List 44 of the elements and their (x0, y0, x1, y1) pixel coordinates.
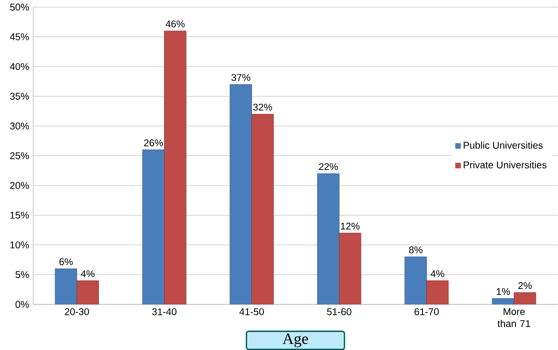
bar (76, 280, 99, 304)
y-tick-label: 0% (16, 300, 29, 308)
y-tick-label: 15% (10, 212, 29, 219)
bar (164, 30, 186, 304)
x-tick-label: 20-30 (64, 308, 90, 316)
data-label: 1% (496, 288, 510, 295)
x-tick-label: 51-60 (327, 308, 352, 316)
data-label: 37% (231, 74, 250, 81)
data-label: 6% (59, 258, 73, 266)
data-label: 32% (253, 104, 272, 111)
y-tick-label: 45% (10, 33, 29, 40)
bar (142, 150, 165, 304)
data-label: 12% (341, 222, 360, 230)
bar (338, 232, 362, 304)
x-tick-label: 41-50 (239, 308, 264, 316)
x-tick-label: 31-40 (152, 308, 176, 316)
data-label: 4% (430, 270, 444, 278)
bar (514, 292, 536, 304)
data-label: 26% (144, 139, 163, 146)
y-tick-label: 35% (10, 92, 29, 100)
bar (492, 298, 514, 304)
bar (54, 268, 78, 304)
data-label: 22% (318, 163, 338, 170)
bar (426, 280, 449, 304)
y-tick-label: 25% (10, 152, 29, 160)
x-tick-label: More than 71 (498, 308, 530, 328)
data-label: 2% (518, 282, 532, 289)
legend-label: Public Universities (464, 142, 543, 149)
legend-label: Private Universities (464, 161, 546, 168)
y-tick-label: 20% (10, 182, 29, 189)
y-tick-label: 50% (10, 4, 29, 11)
bar (404, 256, 427, 304)
x-tick-label: 61-70 (414, 308, 439, 316)
y-tick-label: 5% (16, 271, 29, 278)
y-tick-label: 30% (10, 122, 29, 130)
bar (317, 173, 340, 304)
bar (252, 114, 274, 304)
y-tick-label: 10% (10, 241, 29, 248)
data-label: 8% (409, 246, 422, 254)
x-axis-title: Age (282, 333, 308, 348)
bar (230, 84, 252, 304)
y-tick-label: 40% (10, 63, 29, 70)
data-label: 4% (80, 270, 94, 278)
data-label: 46% (166, 20, 185, 28)
